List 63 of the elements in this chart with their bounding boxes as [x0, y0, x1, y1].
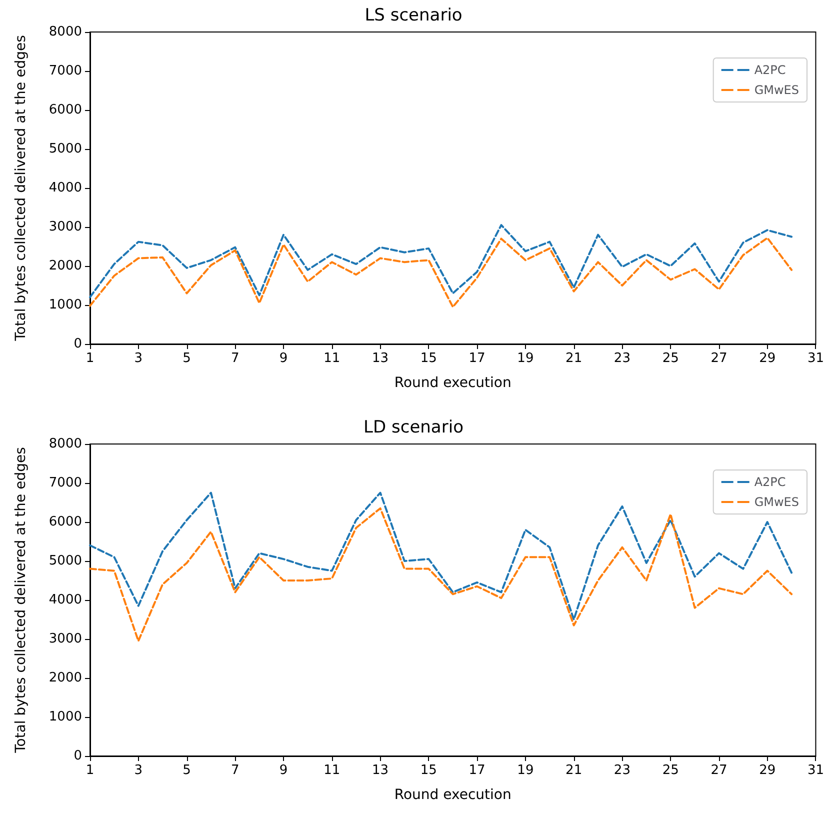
y-tick-label: 8000: [48, 436, 82, 452]
x-tick-label: 27: [710, 351, 728, 366]
x-tick-label: 23: [614, 763, 630, 778]
x-tick-label: 19: [517, 763, 534, 778]
y-tick-label: 6000: [48, 102, 82, 118]
x-tick-label: 25: [662, 763, 679, 778]
x-tick-label: 31: [807, 351, 824, 366]
x-tick-label: 31: [807, 763, 824, 778]
x-tick-label: 21: [566, 763, 582, 778]
y-axis-title: Total bytes collected delivered at the edges: [13, 447, 29, 754]
line-series: [89, 507, 793, 642]
x-tick-label: 25: [662, 351, 679, 366]
x-tick-label: 7: [231, 763, 240, 778]
y-tick-label: 8000: [48, 24, 82, 40]
x-tick-label: 5: [182, 763, 191, 778]
y-tick-label: 5000: [48, 554, 82, 568]
x-tick-label: 7: [231, 351, 240, 366]
legend-label: A2PC: [754, 475, 786, 489]
x-tick-label: 1: [86, 351, 94, 366]
x-tick-label: 3: [134, 763, 143, 778]
chart-title: LS scenario: [364, 6, 462, 26]
y-tick-label: 0: [74, 336, 82, 352]
y-tick-label: 3000: [48, 220, 82, 234]
line-series: [89, 236, 793, 308]
y-tick-label: 1000: [48, 298, 82, 312]
y-tick-label: 6000: [48, 514, 82, 530]
x-tick-label: 11: [324, 351, 340, 366]
x-tick-label: 19: [517, 351, 534, 366]
legend-label: A2PC: [754, 63, 786, 77]
x-tick-label: 29: [759, 763, 776, 778]
x-tick-label: 13: [372, 763, 389, 778]
x-tick-label: 23: [614, 351, 630, 366]
x-tick-label: 13: [372, 351, 389, 366]
line-series: [89, 224, 793, 298]
x-tick-label: 15: [420, 351, 437, 366]
y-axis-title: Total bytes collected delivered at the edges: [13, 35, 29, 342]
x-tick-label: 17: [468, 351, 486, 366]
y-tick-label: 4000: [48, 592, 82, 608]
y-tick-label: 5000: [48, 142, 82, 156]
y-tick-label: 1000: [48, 710, 82, 724]
y-tick-label: 3000: [48, 632, 82, 646]
y-tick-label: 7000: [48, 476, 82, 490]
x-tick-label: 9: [279, 351, 288, 366]
x-tick-label: 15: [420, 763, 437, 778]
x-tick-label: 5: [182, 351, 191, 366]
x-axis-title: Round execution: [394, 787, 512, 803]
y-tick-label: 2000: [48, 258, 82, 274]
legend-label: GMwES: [754, 83, 800, 97]
x-tick-label: 29: [759, 351, 776, 366]
legend-label: GMwES: [754, 495, 800, 509]
x-tick-label: 17: [468, 763, 486, 778]
x-tick-label: 1: [86, 763, 94, 778]
y-tick-label: 0: [74, 748, 82, 764]
x-tick-label: 27: [710, 763, 728, 778]
y-tick-label: 2000: [48, 670, 82, 686]
x-tick-label: 11: [324, 763, 340, 778]
x-tick-label: 9: [279, 763, 288, 778]
y-tick-label: 4000: [48, 180, 82, 196]
x-tick-label: 21: [566, 351, 582, 366]
chart-title: LD scenario: [364, 418, 464, 438]
y-tick-label: 7000: [48, 64, 82, 78]
x-tick-label: 3: [134, 351, 143, 366]
x-axis-title: Round execution: [394, 375, 512, 391]
